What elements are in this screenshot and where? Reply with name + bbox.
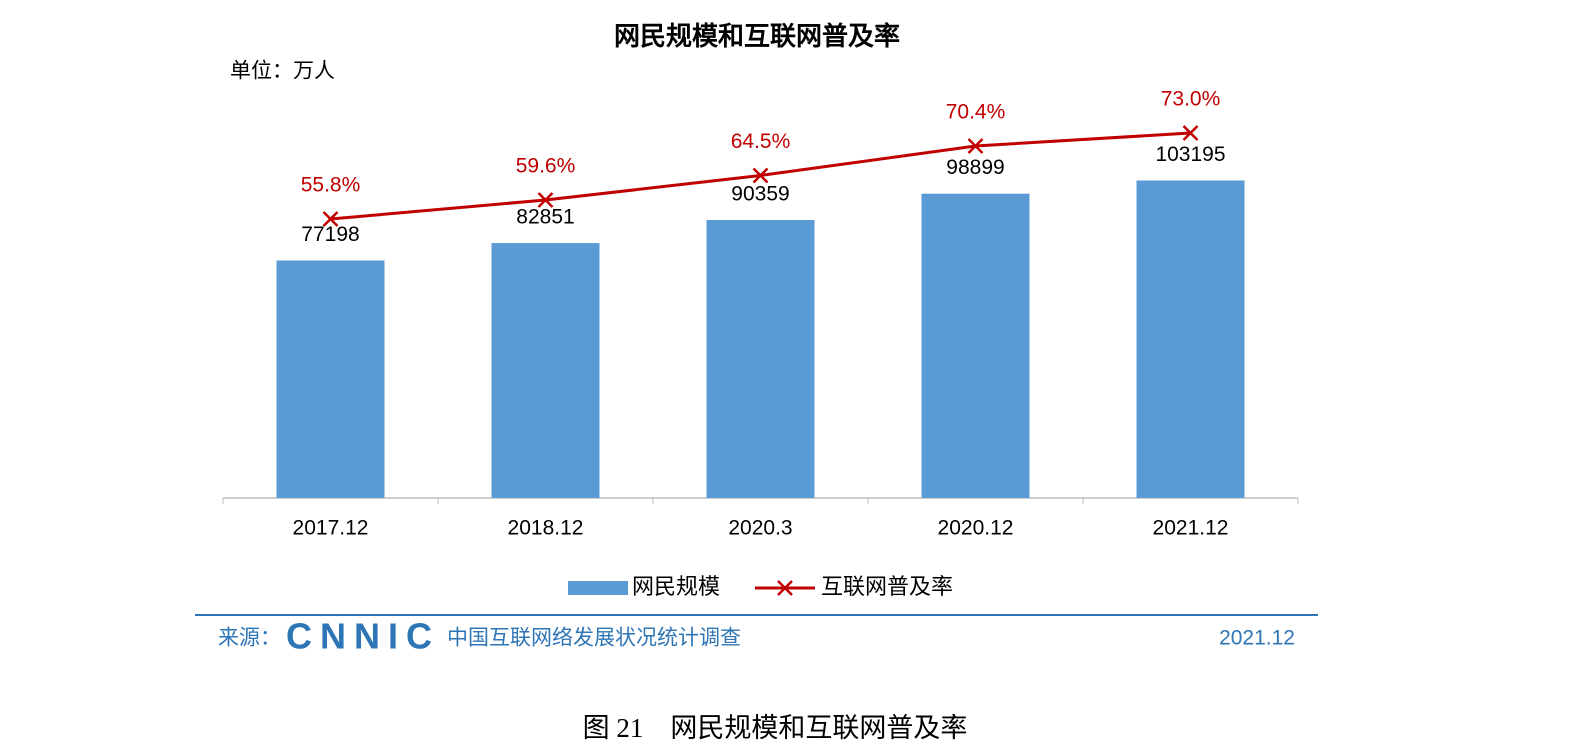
line-value-label: 73.0% (1161, 88, 1221, 111)
source-date: 2021.12 (1219, 627, 1295, 650)
figure-caption: 图 21 网民规模和互联网普及率 (583, 713, 968, 743)
line-value-label: 64.5% (731, 130, 791, 153)
bar-value-label: 77198 (301, 223, 359, 246)
bar (921, 193, 1030, 499)
legend-swatch (568, 581, 628, 595)
line-marker (1182, 125, 1199, 141)
bar (1136, 180, 1245, 498)
bar (276, 260, 385, 498)
line-value-label: 55.8% (301, 174, 361, 197)
legend-swatch (777, 580, 793, 596)
line-marker (967, 138, 984, 154)
bar (706, 219, 815, 499)
bar-value-label: 98899 (946, 156, 1004, 179)
bar-value-label: 90359 (731, 183, 789, 206)
x-tick-label: 2017.12 (293, 517, 369, 540)
source-name: 中国互联网络发展状况统计调查 (447, 627, 741, 650)
x-tick-label: 2020.12 (938, 517, 1014, 540)
x-tick-label: 2021.12 (1153, 517, 1229, 540)
unit-label: 单位：万人 (230, 60, 335, 83)
bar-value-label: 103195 (1155, 143, 1225, 166)
bar (491, 243, 600, 498)
bar-value-label: 82851 (516, 206, 574, 229)
line-value-label: 59.6% (516, 155, 576, 178)
line-marker (537, 192, 554, 208)
source-logo: CNNIC (286, 616, 432, 657)
line-marker (752, 167, 769, 184)
source-label: 来源： (218, 627, 281, 650)
x-tick-label: 2020.3 (728, 517, 792, 540)
legend-label: 互联网普及率 (821, 574, 953, 599)
x-tick-label: 2018.12 (508, 517, 584, 540)
line-value-label: 70.4% (946, 101, 1006, 124)
chart-title: 网民规模和互联网普及率 (614, 21, 900, 51)
line-marker (322, 211, 339, 227)
legend-label: 网民规模 (632, 574, 720, 599)
